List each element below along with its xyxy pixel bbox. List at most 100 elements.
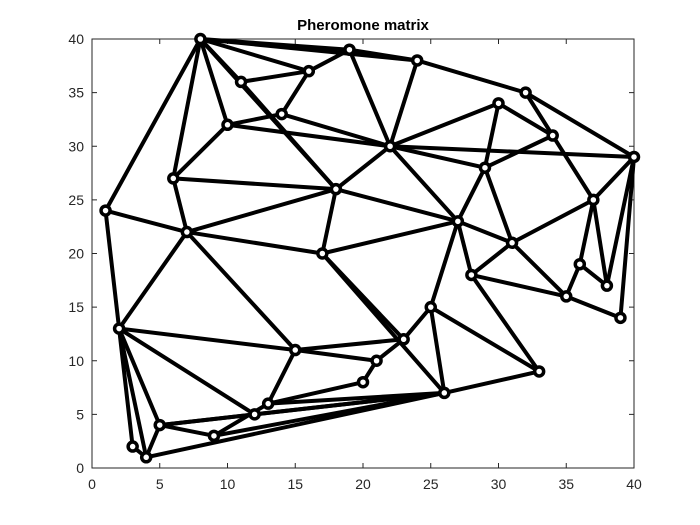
edge-line (171, 176, 338, 192)
node-marker (289, 343, 302, 357)
node-marker (112, 322, 126, 335)
x-tick-label: 25 (423, 476, 439, 492)
edge-line (523, 90, 636, 159)
edge-layer (103, 37, 636, 460)
edge-line (157, 423, 216, 438)
edge-line (117, 326, 257, 417)
edge-line (604, 154, 636, 288)
edge-line (211, 401, 271, 438)
edge-line (279, 69, 311, 117)
edge-line (428, 219, 460, 310)
edge-line (564, 294, 623, 320)
edge-line (198, 37, 311, 74)
y-tick-label: 40 (68, 31, 84, 47)
edge-line (184, 187, 338, 235)
edge-line (510, 197, 596, 245)
node-marker (383, 140, 397, 153)
edge-line (279, 112, 393, 149)
edge-line (333, 187, 460, 224)
edge-line (184, 230, 298, 353)
node-marker (99, 204, 112, 217)
node-marker (451, 215, 465, 228)
edge-line (388, 144, 460, 224)
node-marker (153, 418, 166, 432)
y-tick-label: 35 (68, 85, 84, 101)
node-marker (600, 279, 614, 292)
y-tick-label: 30 (68, 138, 84, 154)
edge-line (469, 272, 569, 299)
y-tick-label: 25 (68, 192, 84, 208)
edge-line (496, 101, 555, 138)
edge-line (117, 230, 189, 331)
edge-line (266, 380, 365, 406)
edge-line (266, 348, 298, 406)
node-marker (573, 257, 587, 271)
edge-line (171, 122, 230, 181)
edge-line (198, 37, 230, 127)
node-marker (207, 429, 221, 443)
edge-line (103, 208, 189, 235)
node-marker (560, 290, 573, 303)
node-marker (505, 236, 519, 250)
node-marker (343, 43, 356, 56)
node-marker (329, 182, 343, 196)
edge-line (469, 272, 542, 374)
x-tick-label: 15 (287, 476, 303, 492)
edge-line (455, 165, 487, 224)
y-axis: 0 5 10 15 20 25 30 35 40 (68, 31, 634, 476)
edge-line (347, 47, 420, 63)
node-marker (397, 333, 410, 346)
edge-line (198, 37, 352, 52)
edge-line (117, 326, 298, 353)
node-marker (356, 375, 370, 389)
x-tick-label: 5 (156, 476, 164, 492)
node-marker (410, 54, 424, 67)
node-marker (627, 150, 641, 164)
y-tick-label: 20 (68, 246, 84, 262)
node-layer (99, 32, 641, 464)
edge-line (415, 58, 528, 95)
x-tick-label: 40 (626, 476, 642, 492)
edge-line (103, 37, 203, 213)
node-marker (126, 440, 139, 453)
edge-line (225, 112, 284, 127)
edge-line (239, 79, 338, 192)
y-tick-label: 15 (68, 299, 84, 315)
x-tick-label: 30 (491, 476, 507, 492)
edge-line (428, 305, 447, 395)
node-marker (275, 107, 288, 121)
chart-title: Pheromone matrix (297, 17, 429, 34)
edge-line (320, 187, 338, 256)
edge-line (550, 133, 596, 202)
edge-line (293, 348, 379, 363)
edge-line (184, 230, 325, 256)
node-marker (167, 172, 180, 185)
node-marker (248, 408, 261, 421)
node-marker (438, 386, 451, 400)
x-tick-label: 0 (88, 476, 96, 492)
node-marker (492, 97, 505, 110)
edge-line (117, 326, 162, 428)
edge-line (388, 144, 487, 170)
edge-line (144, 390, 447, 460)
edge-line (618, 154, 636, 320)
edge-line (320, 219, 460, 256)
edge-line (171, 37, 203, 181)
edge-line (591, 154, 636, 202)
x-tick-label: 35 (558, 476, 574, 492)
node-marker (302, 64, 316, 78)
edge-line (577, 197, 596, 267)
x-tick-label: 20 (355, 476, 371, 492)
node-marker (519, 86, 532, 99)
node-marker (614, 311, 627, 325)
edge-line (388, 58, 420, 149)
edge-line (428, 305, 542, 374)
edge-line (293, 337, 406, 353)
edge-line (388, 101, 501, 149)
node-marker (180, 225, 194, 239)
node-marker (234, 75, 248, 89)
node-marker (587, 193, 600, 207)
edge-line (157, 412, 257, 428)
edge-line (591, 197, 609, 288)
